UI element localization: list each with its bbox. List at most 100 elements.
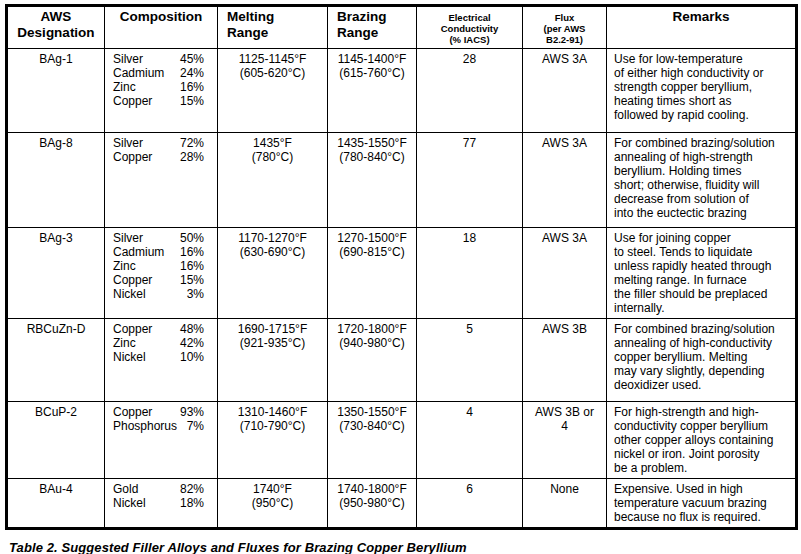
composition-line: Nickel 10% bbox=[113, 350, 204, 364]
column-header-brazing-range: Brazing Range bbox=[328, 7, 417, 48]
composition-line: Nickel 3% bbox=[113, 287, 204, 301]
composition-cell: Silver50%Cadmium16%Zinc16%Copper15%Nicke… bbox=[105, 228, 218, 318]
brazing-range-cell: 1435-1550°F (780-840°C) bbox=[328, 133, 417, 227]
flux-cell: None bbox=[523, 479, 607, 527]
element-percent: 15% bbox=[180, 94, 204, 108]
aws-designation-cell: BAu-4 bbox=[8, 479, 105, 527]
element-percent: 28% bbox=[180, 150, 204, 164]
element-name: Nickel bbox=[113, 496, 146, 510]
element-percent: 24% bbox=[180, 66, 204, 80]
composition-line: Copper15% bbox=[113, 273, 204, 287]
element-name: Copper bbox=[113, 405, 152, 419]
brazing-range-cell: 1350-1550°F (730-840°C) bbox=[328, 402, 417, 478]
element-name: Zinc bbox=[113, 336, 136, 350]
element-name: Nickel bbox=[113, 287, 146, 301]
remarks-cell: For high-strength and high- conductivity… bbox=[607, 402, 795, 478]
column-header-electrical-conductivity: Electrical Conductivity (% IACS) bbox=[417, 7, 523, 48]
element-name: Copper bbox=[113, 322, 152, 336]
electrical-conductivity-cell: 28 bbox=[417, 49, 523, 132]
element-percent: 16% bbox=[180, 80, 204, 94]
melting-range-cell: 1435°F (780°C) bbox=[218, 133, 328, 227]
composition-line: Copper 28% bbox=[113, 150, 204, 164]
melting-range-cell: 1740°F (950°C) bbox=[218, 479, 328, 527]
composition-line: Copper 93% bbox=[113, 405, 204, 419]
melting-range-cell: 1310-1460°F (710-790°C) bbox=[218, 402, 328, 478]
composition-cell: Copper48%Zinc 42% Nickel 10% bbox=[105, 319, 218, 401]
table-body: BAg-1 Silver45%Cadmium24%Zinc16%Copper15… bbox=[8, 49, 795, 527]
column-header-aws-designation: AWS Designation bbox=[8, 7, 105, 48]
brazing-range-cell: 1740-1800°F (950-980°C) bbox=[328, 479, 417, 527]
composition-line: Copper48% bbox=[113, 322, 204, 336]
table-row: BAg-8 Silver72%Copper28% 1435°F (780°C) … bbox=[8, 133, 795, 228]
page: AWS Designation Composition Melting Rang… bbox=[0, 0, 801, 554]
melting-range-cell: 1170-1270°F (630-690°C) bbox=[218, 228, 328, 318]
column-header-composition: Composition bbox=[105, 7, 218, 48]
element-percent: 93% bbox=[180, 405, 204, 419]
composition-line: Gold 82% bbox=[113, 482, 204, 496]
element-percent: 16% bbox=[180, 259, 204, 273]
element-percent: 72% bbox=[180, 136, 204, 150]
element-percent: 45% bbox=[180, 52, 204, 66]
element-percent: 10% bbox=[180, 350, 204, 364]
table-row: BAg-3 Silver50%Cadmium16%Zinc16%Copper15… bbox=[8, 228, 795, 319]
aws-designation-cell: RBCuZn-D bbox=[8, 319, 105, 401]
element-percent: 7% bbox=[187, 419, 204, 433]
electrical-conductivity-cell: 18 bbox=[417, 228, 523, 318]
element-percent: 3% bbox=[187, 287, 204, 301]
flux-cell: AWS 3A bbox=[523, 133, 607, 227]
element-name: Phosphorus bbox=[113, 419, 177, 433]
composition-line: Zinc 16% bbox=[113, 259, 204, 273]
composition-line: Copper 15% bbox=[113, 94, 204, 108]
element-name: Silver bbox=[113, 52, 143, 66]
element-name: Copper bbox=[113, 150, 152, 164]
composition-line: Zinc 16% bbox=[113, 80, 204, 94]
composition-cell: Silver 45% Cadmium 24% Zinc 16% Copper 15% bbox=[105, 49, 218, 132]
element-name: Zinc bbox=[113, 259, 136, 273]
electrical-conductivity-cell: 4 bbox=[417, 402, 523, 478]
element-percent: 16% bbox=[180, 245, 204, 259]
brazing-range-cell: 1720-1800°F (940-980°C) bbox=[328, 319, 417, 401]
element-percent: 50% bbox=[180, 231, 204, 245]
element-name: Cadmium bbox=[113, 66, 164, 80]
composition-line: Zinc 42% bbox=[113, 336, 204, 350]
composition-cell: Copper 93%Phosphorus 7% bbox=[105, 402, 218, 478]
element-name: Silver bbox=[113, 136, 143, 150]
composition-line: Cadmium16% bbox=[113, 245, 204, 259]
composition-line: Phosphorus 7% bbox=[113, 419, 204, 433]
element-name: Silver bbox=[113, 231, 143, 245]
melting-range-cell: 1690-1715°F (921-935°C) bbox=[218, 319, 328, 401]
flux-cell: AWS 3B or 4 bbox=[523, 402, 607, 478]
remarks-cell: Use for joining copper to steel. Tends t… bbox=[607, 228, 795, 318]
aws-designation-cell: BAg-3 bbox=[8, 228, 105, 318]
remarks-cell: For combined brazing/solution annealing … bbox=[607, 319, 795, 401]
brazing-range-cell: 1270-1500°F (690-815°C) bbox=[328, 228, 417, 318]
remarks-cell: Expensive. Used in high temperature vacu… bbox=[607, 479, 795, 527]
element-percent: 42% bbox=[180, 336, 204, 350]
element-name: Zinc bbox=[113, 80, 136, 94]
aws-designation-cell: BCuP-2 bbox=[8, 402, 105, 478]
electrical-conductivity-cell: 5 bbox=[417, 319, 523, 401]
element-name: Copper bbox=[113, 273, 152, 287]
table-header-row: AWS Designation Composition Melting Rang… bbox=[8, 7, 795, 49]
element-percent: 82% bbox=[180, 482, 204, 496]
column-header-flux: Flux (per AWS B2.2-91) bbox=[523, 7, 607, 48]
composition-line: Silver 72% bbox=[113, 136, 204, 150]
element-name: Gold bbox=[113, 482, 138, 496]
table-row: RBCuZn-D Copper48%Zinc 42% Nickel 10% 1690-… bbox=[8, 319, 795, 402]
element-name: Copper bbox=[113, 94, 152, 108]
flux-cell: AWS 3A bbox=[523, 49, 607, 132]
table-row: BCuP-2 Copper 93%Phosphorus 7% 1310-1460°F… bbox=[8, 402, 795, 479]
brazing-range-cell: 1145-1400°F (615-760°C) bbox=[328, 49, 417, 132]
aws-designation-cell: BAg-1 bbox=[8, 49, 105, 132]
flux-cell: AWS 3B bbox=[523, 319, 607, 401]
composition-line: Cadmium 24% bbox=[113, 66, 204, 80]
composition-line: Nickel 18% bbox=[113, 496, 204, 510]
composition-line: Silver 45% bbox=[113, 52, 204, 66]
aws-designation-cell: BAg-8 bbox=[8, 133, 105, 227]
electrical-conductivity-cell: 77 bbox=[417, 133, 523, 227]
composition-cell: Silver 72% Copper 28% bbox=[105, 133, 218, 227]
element-name: Nickel bbox=[113, 350, 146, 364]
element-percent: 18% bbox=[180, 496, 204, 510]
filler-alloys-table: AWS Designation Composition Melting Rang… bbox=[5, 4, 798, 530]
composition-line: Silver 50% bbox=[113, 231, 204, 245]
